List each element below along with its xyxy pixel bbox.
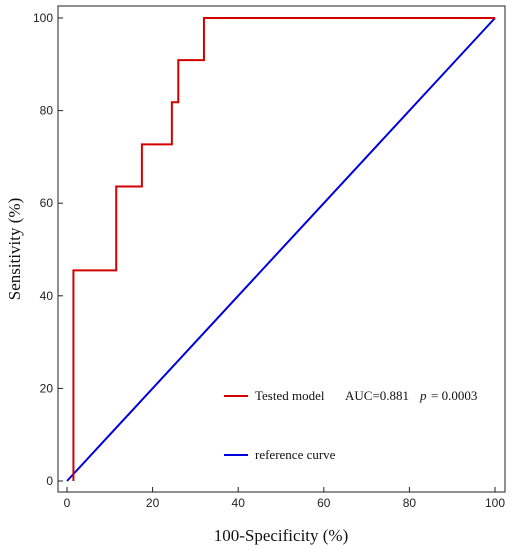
series-line-tested-model	[72, 17, 495, 481]
legend: Tested model AUC=0.881 p = 0.0003 refere…	[224, 388, 477, 462]
plot-frame	[57, 5, 506, 493]
x-tick-label: 80	[403, 496, 417, 510]
y-axis-title: Sensitivity (%)	[5, 198, 24, 300]
legend-label-reference-curve: reference curve	[255, 447, 336, 462]
legend-p-value: = 0.0003	[431, 388, 477, 403]
x-tick-label: 0	[64, 496, 71, 510]
y-tick-label: 20	[40, 381, 54, 395]
x-axis-title: 100-Specificity (%)	[214, 526, 349, 545]
x-tick-label: 20	[146, 496, 160, 510]
y-tick-label: 60	[40, 196, 54, 210]
axes: 0 20 40 60 80 100 0 20 40 60 80 100	[33, 5, 506, 510]
legend-model-name: Tested model	[255, 388, 325, 403]
y-tick-label: 40	[40, 289, 54, 303]
legend-label-tested-model: Tested model AUC=0.881 p = 0.0003	[255, 388, 477, 403]
series-lines	[66, 17, 496, 482]
y-tick-label: 80	[40, 104, 54, 118]
y-tick-label: 0	[46, 474, 53, 488]
x-tick-label: 100	[485, 496, 505, 510]
legend-p-symbol: p	[419, 388, 427, 403]
legend-auc: AUC=0.881	[345, 388, 409, 403]
x-tick-label: 40	[232, 496, 246, 510]
y-tick-label: 100	[33, 11, 53, 25]
series-line-reference-curve	[66, 17, 496, 482]
x-tick-label: 60	[317, 496, 331, 510]
